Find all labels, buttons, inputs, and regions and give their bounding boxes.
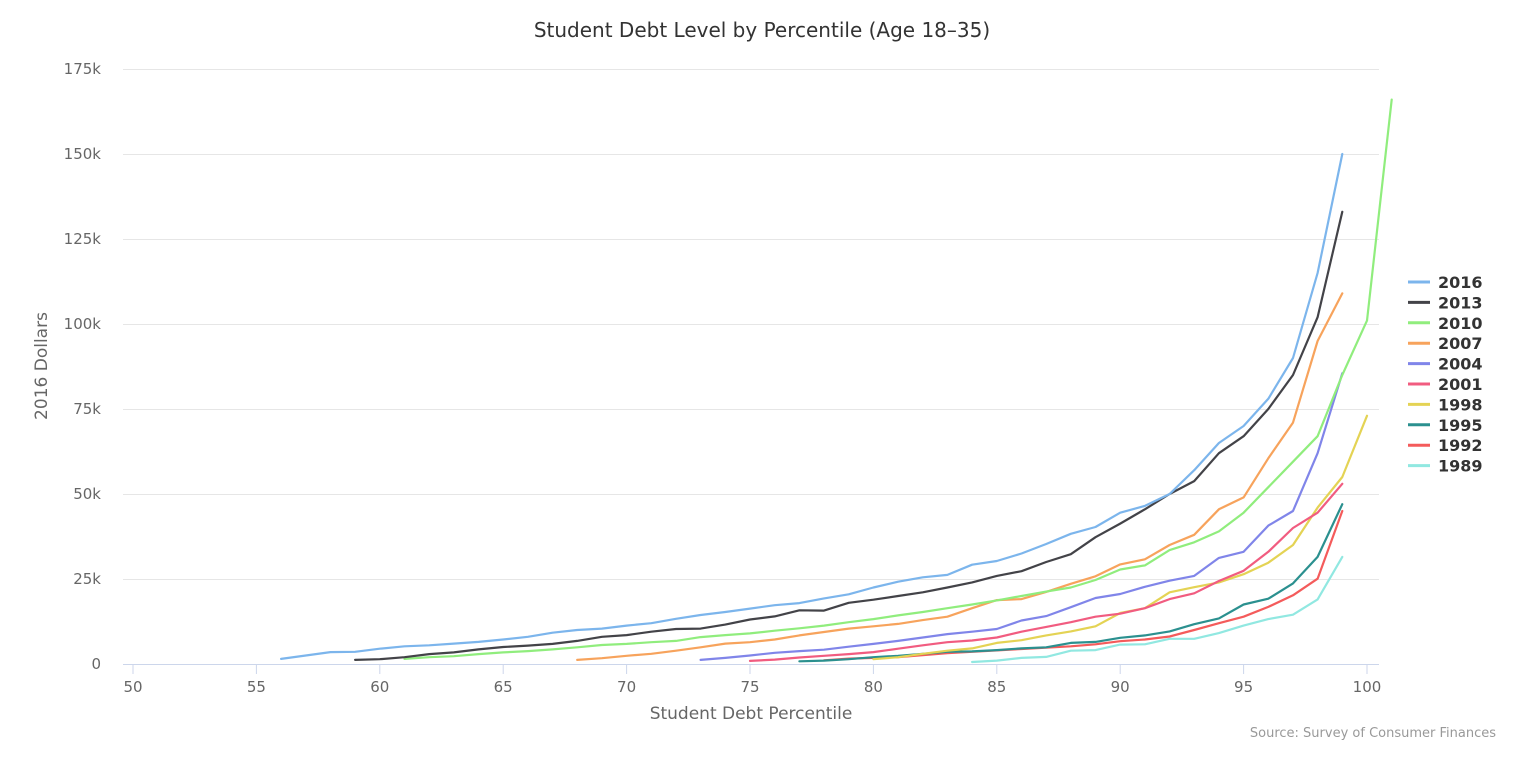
x-tick-label: 80 (864, 678, 883, 696)
y-tick-label: 150k (64, 145, 102, 163)
legend-item-2007[interactable]: 2007 (1438, 334, 1483, 353)
y-tick-label: 125k (64, 230, 102, 248)
x-tick-label: 50 (123, 678, 142, 696)
series-line-2004 (699, 372, 1344, 662)
series-line-2001 (748, 482, 1344, 663)
series-line-2016 (280, 152, 1344, 661)
x-tick-label: 100 (1353, 678, 1382, 696)
x-tick-label: 90 (1111, 678, 1130, 696)
legend-item-2004[interactable]: 2004 (1438, 355, 1483, 374)
series-line-2013 (354, 210, 1344, 662)
y-tick-label: 75k (73, 400, 101, 418)
y-tick-label: 50k (73, 485, 101, 503)
series-line-1989 (970, 555, 1344, 664)
y-axis: 0 25k 50k 75k 100k 125k 150k 175k (64, 60, 102, 673)
series-line-1995 (798, 503, 1344, 663)
x-tick-label: 85 (987, 678, 1006, 696)
legend-item-1992[interactable]: 1992 (1438, 436, 1483, 455)
grid-lines (123, 69, 1379, 580)
source-credit: Source: Survey of Consumer Finances (1250, 726, 1496, 741)
series-line-2010 (403, 98, 1393, 661)
series-lines (280, 98, 1393, 664)
y-tick-label: 25k (73, 570, 101, 588)
legend-item-1989[interactable]: 1989 (1438, 457, 1483, 476)
x-tick-label: 60 (370, 678, 389, 696)
x-tick-label: 70 (617, 678, 636, 696)
series-line-1992 (822, 509, 1344, 662)
x-axis-title: Student Debt Percentile (650, 704, 853, 724)
legend-item-1995[interactable]: 1995 (1438, 416, 1483, 435)
series-line-2007 (576, 292, 1344, 662)
x-tick-label: 75 (740, 678, 759, 696)
legend-item-1998[interactable]: 1998 (1438, 395, 1483, 414)
x-tick-label: 95 (1234, 678, 1253, 696)
y-axis-title: 2016 Dollars (32, 312, 52, 420)
legend-item-2001[interactable]: 2001 (1438, 375, 1483, 394)
x-tick-label: 65 (494, 678, 513, 696)
y-tick-label: 100k (64, 315, 102, 333)
x-tick-label: 55 (247, 678, 266, 696)
chart-title: Student Debt Level by Percentile (Age 18… (534, 18, 990, 42)
legend-item-2016[interactable]: 2016 (1438, 273, 1483, 292)
legend-item-2010[interactable]: 2010 (1438, 314, 1483, 333)
series-line-1998 (872, 414, 1369, 661)
y-tick-label: 0 (91, 655, 101, 673)
y-tick-label: 175k (64, 60, 102, 78)
legend-item-2013[interactable]: 2013 (1438, 293, 1483, 312)
x-axis: 50 55 60 65 70 75 80 85 90 95 100 (123, 664, 1381, 696)
